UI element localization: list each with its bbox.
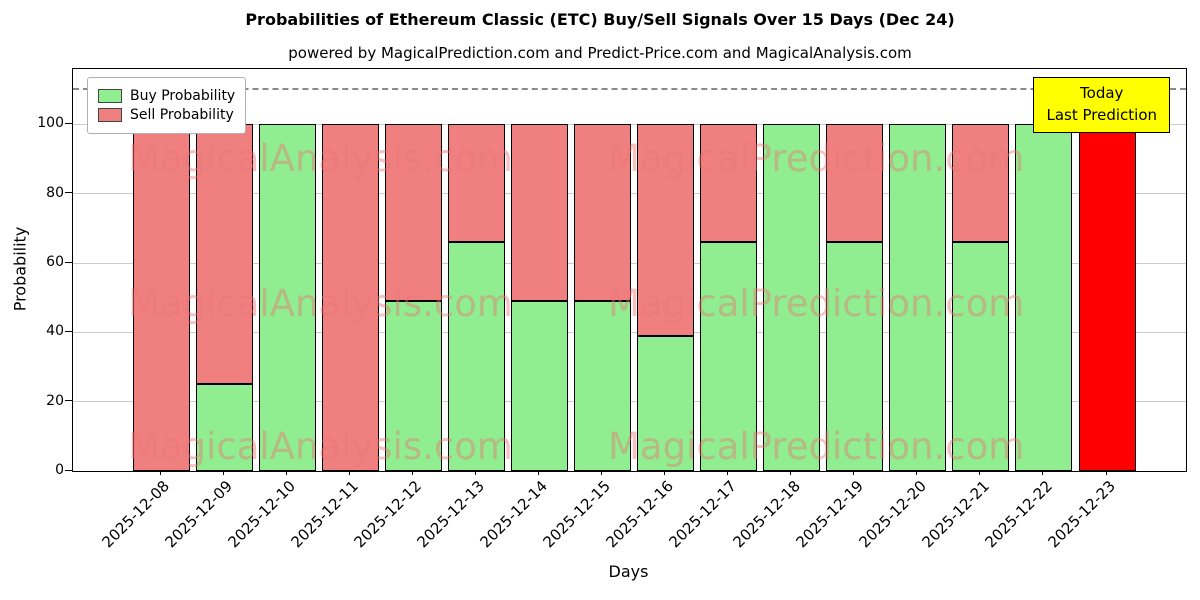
x-tick-label: 2025-12-18 [729, 477, 804, 552]
x-tick-label: 2025-12-13 [413, 477, 489, 552]
x-tick-label: 2025-12-15 [539, 477, 615, 552]
x-tick-mark [600, 470, 602, 475]
y-tick-label: 40 [46, 323, 64, 340]
bar-segment-buy [510, 301, 568, 471]
x-tick-mark [1105, 470, 1107, 475]
x-tick-mark [727, 470, 729, 475]
legend-swatch-sell-color [98, 108, 122, 122]
x-tick-mark [853, 470, 855, 475]
chart-subtitle: powered by MagicalPrediction.com and Pre… [288, 44, 912, 62]
x-tick-label: 2025-12-10 [224, 477, 299, 552]
bar-segment-buy [763, 124, 821, 471]
bar-segment-sell [952, 124, 1010, 243]
bar-segment-buy [1015, 124, 1073, 471]
x-tick-label: 2025-12-17 [665, 477, 741, 552]
x-axis-label: Days [608, 562, 649, 581]
x-tick-mark [1042, 470, 1044, 475]
bar-segment-buy [447, 242, 505, 471]
bar-segment-buy [573, 301, 631, 471]
today-box-line2: Last Prediction [1046, 105, 1157, 124]
bar-segment-buy [952, 242, 1010, 471]
x-tick-label: 2025-12-12 [350, 477, 426, 552]
y-tick-label: 80 [46, 184, 64, 201]
legend-label-buy: Buy Probability [130, 88, 236, 104]
dashed-reference-line [73, 87, 1186, 90]
today-last-prediction-badge: Today Last Prediction [1033, 77, 1170, 133]
x-tick-mark [664, 470, 666, 475]
bar-segment-buy [700, 242, 758, 471]
legend-label-sell: Sell Probability [130, 107, 234, 123]
bar-segment-buy [195, 384, 253, 471]
bar-segment-buy [889, 124, 947, 471]
chart-title: Probabilities of Ethereum Classic (ETC) … [245, 10, 955, 29]
x-tick-mark [537, 470, 539, 475]
x-tick-mark [474, 470, 476, 475]
bar-segment-sell [384, 124, 442, 302]
y-tick-label: 60 [46, 254, 64, 271]
y-tick-mark [65, 261, 72, 263]
bar-segment-buy [637, 335, 695, 471]
y-tick-label: 100 [37, 115, 64, 132]
x-tick-mark [979, 470, 981, 475]
bar-segment-sell [510, 124, 568, 302]
bar-segment-sell [826, 124, 884, 243]
today-box-line1: Today [1080, 84, 1124, 102]
bar-segment-sell [700, 124, 758, 243]
bar-segment-buy [384, 301, 442, 471]
legend-swatch-buy-color [98, 89, 122, 103]
bar-segment-sell [321, 124, 379, 471]
bar-segment-sell [132, 124, 190, 471]
x-tick-label: 2025-12-20 [855, 477, 930, 552]
bar-segment-sell [1078, 124, 1136, 471]
x-tick-label: 2025-12-21 [918, 477, 993, 552]
x-tick-mark [348, 470, 350, 475]
x-tick-mark [222, 470, 224, 475]
bar-segment-sell [447, 124, 505, 243]
x-tick-label: 2025-12-14 [476, 477, 552, 552]
bar-segment-sell [195, 124, 253, 385]
y-tick-mark [65, 400, 72, 402]
x-tick-mark [159, 470, 161, 475]
legend: Buy Probability Sell Probability [87, 77, 247, 134]
y-tick-label: 0 [55, 462, 64, 478]
bar-segment-sell [637, 124, 695, 336]
legend-item-sell: Sell Probability [98, 107, 235, 123]
y-axis-label: Probability [10, 226, 30, 312]
y-tick-mark [65, 192, 72, 194]
legend-item-buy: Buy Probability [98, 88, 235, 104]
x-tick-label: 2025-12-22 [981, 477, 1056, 552]
y-tick-mark [65, 330, 72, 332]
bar-segment-sell [573, 124, 631, 302]
plot-area: Buy Probability Sell Probability Today L… [72, 68, 1187, 472]
x-tick-label: 2025-12-11 [287, 477, 362, 552]
x-tick-mark [790, 470, 792, 475]
x-tick-mark [916, 470, 918, 475]
y-tick-mark [65, 122, 72, 124]
x-tick-mark [411, 470, 413, 475]
x-tick-label: 2025-12-09 [161, 477, 236, 552]
y-tick-label: 20 [46, 392, 64, 409]
bar-segment-buy [258, 124, 316, 471]
x-tick-label: 2025-12-08 [98, 477, 173, 552]
gridline-y-100 [73, 123, 1186, 125]
x-tick-mark [285, 470, 287, 475]
y-tick-mark [65, 469, 72, 471]
x-tick-label: 2025-12-23 [1044, 477, 1119, 552]
bar-segment-buy [826, 242, 884, 471]
